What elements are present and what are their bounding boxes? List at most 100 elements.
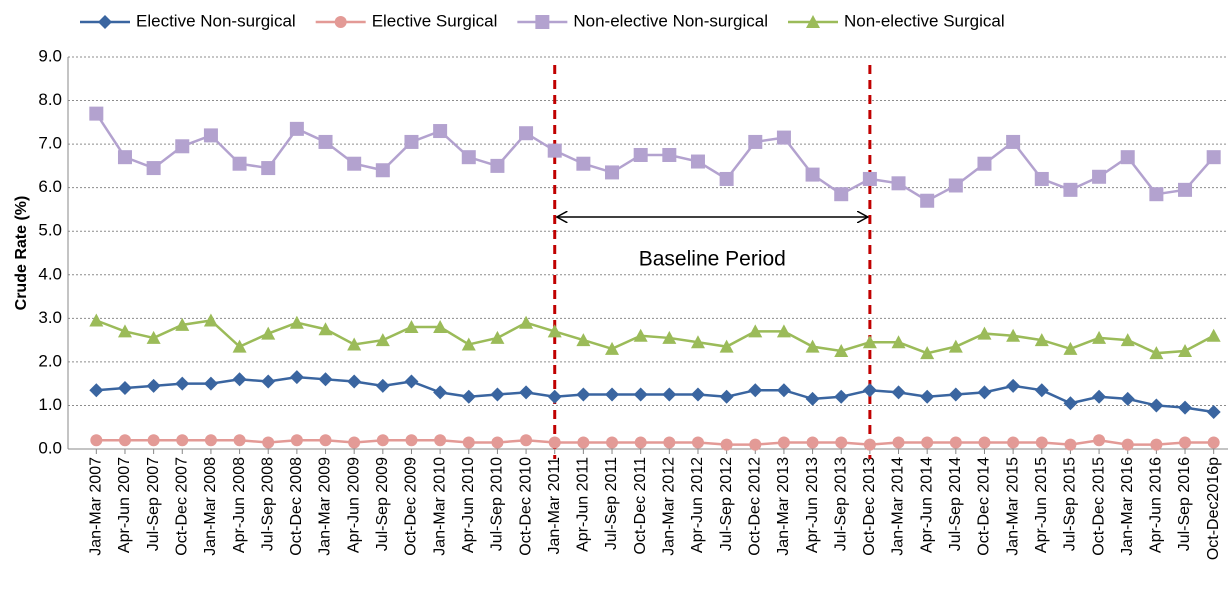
x-tick-label: Apr-Jun 2008: [231, 457, 248, 553]
point: [1064, 438, 1077, 451]
point: [1121, 438, 1134, 451]
point: [1006, 328, 1021, 342]
x-tick-label: Apr-Jun 2010: [460, 457, 477, 553]
x-tick-label: Jan-Mar 2014: [890, 457, 907, 556]
point: [289, 121, 304, 136]
point: [1178, 400, 1193, 415]
point: [117, 381, 132, 396]
x-tick-label: Oct-Dec 2011: [632, 457, 649, 555]
point: [920, 389, 935, 404]
x-tick-label: Jul-Sep 2007: [145, 457, 162, 551]
point: [748, 383, 763, 398]
point: [1063, 396, 1078, 411]
point: [404, 134, 419, 149]
point: [319, 434, 332, 447]
x-tick-label: Jan-Mar 2008: [202, 457, 219, 556]
y-tick-label: 4.0: [38, 264, 62, 283]
point: [1149, 346, 1164, 360]
point: [203, 128, 218, 143]
x-tick-label: Jul-Sep 2011: [603, 457, 620, 550]
x-tick-label: Jan-Mar 2012: [661, 457, 678, 556]
x-tick-label: Oct-Dec 2013: [861, 457, 878, 556]
point: [948, 178, 963, 193]
point: [777, 436, 790, 449]
point: [519, 385, 534, 400]
point: [806, 436, 819, 449]
point: [1120, 150, 1135, 165]
point: [577, 436, 590, 449]
point: [434, 434, 447, 447]
point: [776, 324, 791, 338]
point: [89, 313, 104, 327]
point: [776, 130, 791, 145]
legend-label: Elective Surgical: [372, 11, 498, 30]
legend-label: Non-elective Non-surgical: [573, 11, 768, 30]
point: [1120, 391, 1135, 406]
x-tick-label: Apr-Jun 2011: [575, 457, 592, 552]
x-tick-label: Jul-Sep 2013: [832, 457, 849, 551]
point: [289, 315, 304, 329]
point: [576, 387, 591, 402]
series-line: [95, 319, 1215, 355]
point: [520, 434, 533, 447]
x-tick-label: Oct-Dec 2009: [403, 457, 420, 556]
point: [547, 389, 562, 404]
point: [605, 341, 620, 355]
point: [977, 156, 992, 171]
point: [633, 387, 648, 402]
point: [921, 436, 934, 449]
point: [1149, 398, 1164, 413]
point: [404, 320, 419, 334]
point: [347, 374, 362, 389]
y-tick-label: 6.0: [38, 177, 62, 196]
point: [1093, 434, 1106, 447]
x-tick-label: Jan-Mar 2010: [431, 457, 448, 556]
x-tick-label: Jan-Mar 2016: [1119, 457, 1136, 556]
point: [977, 326, 992, 340]
point: [720, 438, 733, 451]
point: [232, 339, 247, 353]
point: [375, 333, 390, 347]
point: [147, 434, 160, 447]
point: [862, 335, 877, 349]
point: [1034, 333, 1049, 347]
point: [1206, 150, 1221, 165]
point: [548, 436, 561, 449]
point: [490, 158, 505, 173]
x-tick-label: Jul-Sep 2009: [374, 457, 391, 551]
point: [547, 143, 562, 158]
x-tick-label: Apr-Jun 2007: [116, 457, 133, 553]
x-tick-label: Oct-Dec 2010: [517, 457, 534, 556]
point: [662, 148, 677, 162]
y-tick-label: 5.0: [38, 221, 62, 240]
point: [289, 370, 304, 385]
point: [146, 161, 161, 176]
x-tick-label: Apr-Jun 2012: [689, 457, 706, 553]
point: [891, 335, 906, 349]
point: [805, 167, 820, 182]
y-tick-label: 8.0: [38, 90, 62, 109]
point: [1120, 333, 1135, 347]
point: [862, 383, 877, 398]
point: [749, 438, 762, 451]
point: [834, 389, 849, 404]
x-tick-label: Jul-Sep 2015: [1062, 457, 1079, 551]
point: [261, 326, 276, 340]
point: [261, 374, 276, 389]
x-tick-label: Oct-Dec 2008: [288, 457, 305, 556]
point: [978, 436, 991, 449]
point: [1034, 171, 1049, 186]
y-axis-label: Crude Rate (%): [13, 196, 30, 311]
x-tick-label: Jul-Sep 2008: [259, 457, 276, 551]
point: [633, 148, 648, 162]
point: [117, 324, 132, 338]
point: [1034, 383, 1049, 398]
x-tick-label: Jul-Sep 2016: [1176, 457, 1193, 551]
point: [433, 385, 448, 400]
point: [862, 171, 877, 186]
point: [176, 434, 189, 447]
point: [634, 436, 647, 449]
legend-marker: [98, 15, 112, 29]
x-tick-label: Jan-Mar 2009: [317, 457, 334, 556]
